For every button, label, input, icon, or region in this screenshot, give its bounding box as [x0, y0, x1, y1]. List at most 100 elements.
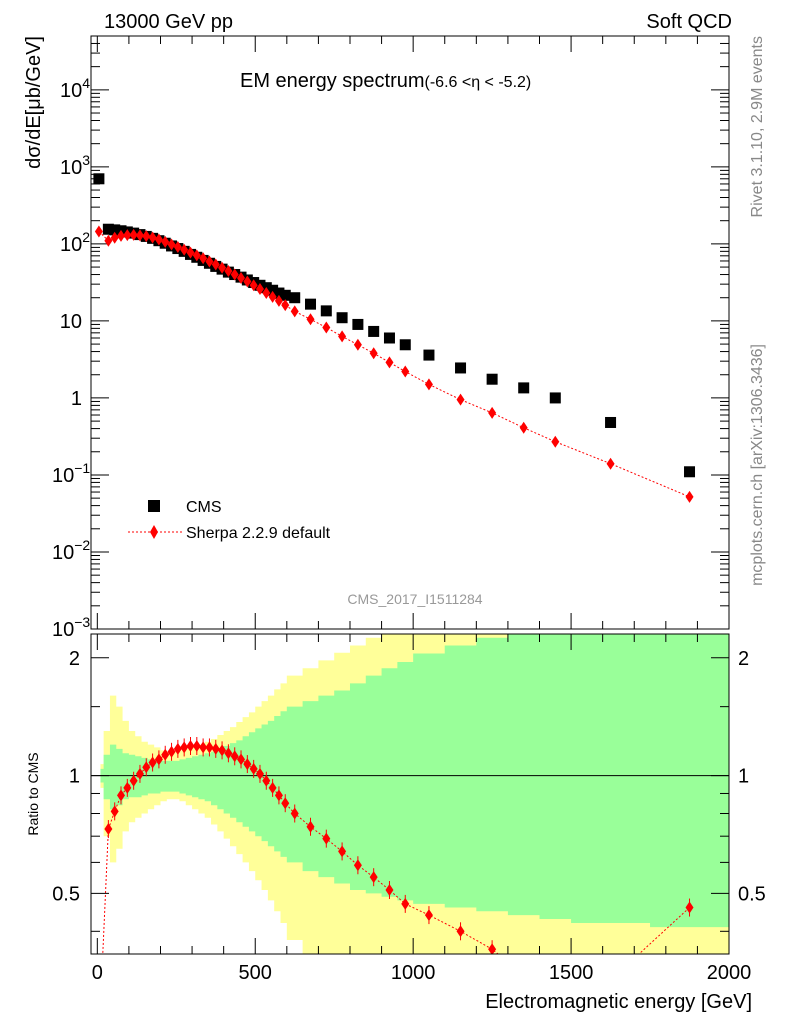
ratio-y-ticks: 0.5 0.5 1 1 2 2	[52, 648, 766, 932]
ratio-sherpa-point	[180, 741, 189, 754]
ratio-sherpa-point	[281, 797, 290, 810]
ratio-sherpa-point	[338, 845, 347, 858]
sherpa-point	[255, 282, 264, 295]
cms-point	[383, 332, 395, 344]
ratio-plot-frame	[90, 633, 730, 955]
ratio-sherpa-point	[255, 767, 264, 780]
sherpa-point	[154, 233, 163, 246]
y-tick-label: 102	[60, 229, 90, 256]
ratio-sherpa-point	[369, 871, 378, 884]
ratio-sherpa-point	[353, 859, 362, 872]
cms-point	[486, 373, 498, 385]
sherpa-point	[129, 228, 138, 241]
ratio-y-axis-label: Ratio to CMS	[25, 752, 41, 835]
ratio-sherpa-point	[104, 823, 113, 836]
cms-point	[305, 298, 317, 310]
ratio-sherpa-point	[401, 897, 410, 910]
ratio-sherpa-point	[186, 740, 195, 752]
sherpa-point	[385, 356, 394, 369]
ratio-sherpa-point	[424, 909, 433, 922]
ratio-sherpa-point	[224, 747, 233, 760]
ratio-plot-panel: 0.5 0.5 1 1 2 2 0 500 1000 1500 2000 Ratio to CMS…	[25, 633, 766, 1013]
ratio-sherpa-point	[262, 774, 271, 787]
y-tick-label: 10	[60, 311, 82, 333]
sherpa-point	[401, 365, 410, 378]
ratio-x-ticks: 0 500 1000 1500 2000	[92, 634, 751, 984]
ratio-sherpa-point	[456, 925, 465, 938]
ratio-sherpa-point	[135, 767, 144, 780]
sherpa-point	[94, 225, 103, 238]
sherpa-point	[199, 252, 208, 265]
cms-point	[320, 305, 332, 317]
ratio-sherpa-point	[274, 789, 283, 802]
sherpa-point	[369, 347, 378, 360]
cms-point	[267, 284, 279, 296]
sherpa-point	[148, 231, 157, 244]
ratio-sherpa-point	[306, 820, 315, 833]
ratio-sherpa-point	[129, 774, 138, 787]
main-plot-panel: 10−3 10−2 10−1 1 10 102 103 104 EM energy spect…	[23, 35, 730, 641]
ratio-sherpa-point	[117, 789, 126, 802]
sherpa-series-line	[98, 231, 690, 498]
sherpa-point	[551, 435, 560, 448]
cms-point	[549, 392, 561, 404]
x-tick-label: 500	[239, 962, 272, 984]
main-plot-y-ticks: 10−3 10−2 10−1 1 10 102 103 104	[52, 35, 729, 641]
ratio-y-tick-label-right: 1	[738, 766, 749, 788]
sherpa-point	[230, 268, 239, 281]
cms-data-points	[93, 173, 696, 478]
cms-point	[423, 349, 435, 361]
ratio-sherpa-point	[520, 969, 528, 981]
sherpa-point	[249, 279, 258, 292]
cms-point	[518, 382, 530, 394]
y-tick-label: 103	[60, 152, 90, 179]
sherpa-point	[606, 457, 615, 470]
sherpa-point	[123, 229, 132, 242]
sherpa-point	[290, 305, 299, 318]
x-tick-label: 0	[92, 962, 103, 984]
cms-point	[684, 466, 696, 478]
ratio-sherpa-point	[268, 781, 277, 794]
sherpa-point	[104, 234, 113, 247]
sherpa-point	[211, 258, 220, 271]
ratio-sherpa-point	[290, 807, 299, 820]
sherpa-point	[268, 290, 277, 303]
main-plot-frame	[90, 35, 730, 630]
sherpa-point	[180, 243, 189, 256]
sherpa-point	[237, 272, 246, 285]
legend-sherpa-marker	[150, 525, 158, 539]
cms-point	[368, 325, 380, 337]
sherpa-point	[186, 246, 195, 259]
sherpa-point	[142, 230, 151, 243]
y-tick-label: 10−2	[52, 537, 90, 564]
sherpa-point	[243, 275, 252, 288]
sherpa-point	[218, 261, 227, 274]
sherpa-point	[135, 229, 144, 242]
ratio-y-tick-label-right: 2	[738, 648, 749, 670]
sherpa-point	[322, 321, 331, 334]
ratio-y-tick-label-right: 0.5	[738, 883, 766, 905]
sherpa-points	[94, 225, 694, 503]
cms-point	[289, 292, 301, 304]
inner-band-area	[100, 634, 729, 928]
y-axis-label: dσ/dE[μb/GeV]	[23, 36, 45, 169]
ratio-band-inner	[100, 634, 729, 928]
ratio-sherpa-point	[685, 901, 694, 914]
legend-sherpa-label: Sherpa 2.2.9 default	[186, 525, 331, 542]
sherpa-point	[306, 313, 315, 326]
x-axis-label: Electromagnetic energy [GeV]	[485, 991, 752, 1013]
ratio-sherpa-point	[205, 741, 214, 754]
y-tick-label: 10−3	[52, 614, 90, 641]
ratio-sherpa-point	[218, 744, 227, 757]
ratio-sherpa-point	[154, 753, 163, 766]
sherpa-point	[205, 255, 214, 268]
sherpa-point	[488, 406, 497, 419]
sherpa-point	[456, 393, 465, 406]
cms-point	[102, 223, 114, 235]
ratio-sherpa-point	[173, 742, 182, 755]
cms-point	[399, 339, 411, 351]
legend-cms-label: CMS	[186, 499, 222, 516]
sherpa-point	[224, 264, 233, 277]
ratio-sherpa-points	[104, 737, 694, 981]
header-left-label: 13000 GeV pp	[104, 11, 233, 33]
